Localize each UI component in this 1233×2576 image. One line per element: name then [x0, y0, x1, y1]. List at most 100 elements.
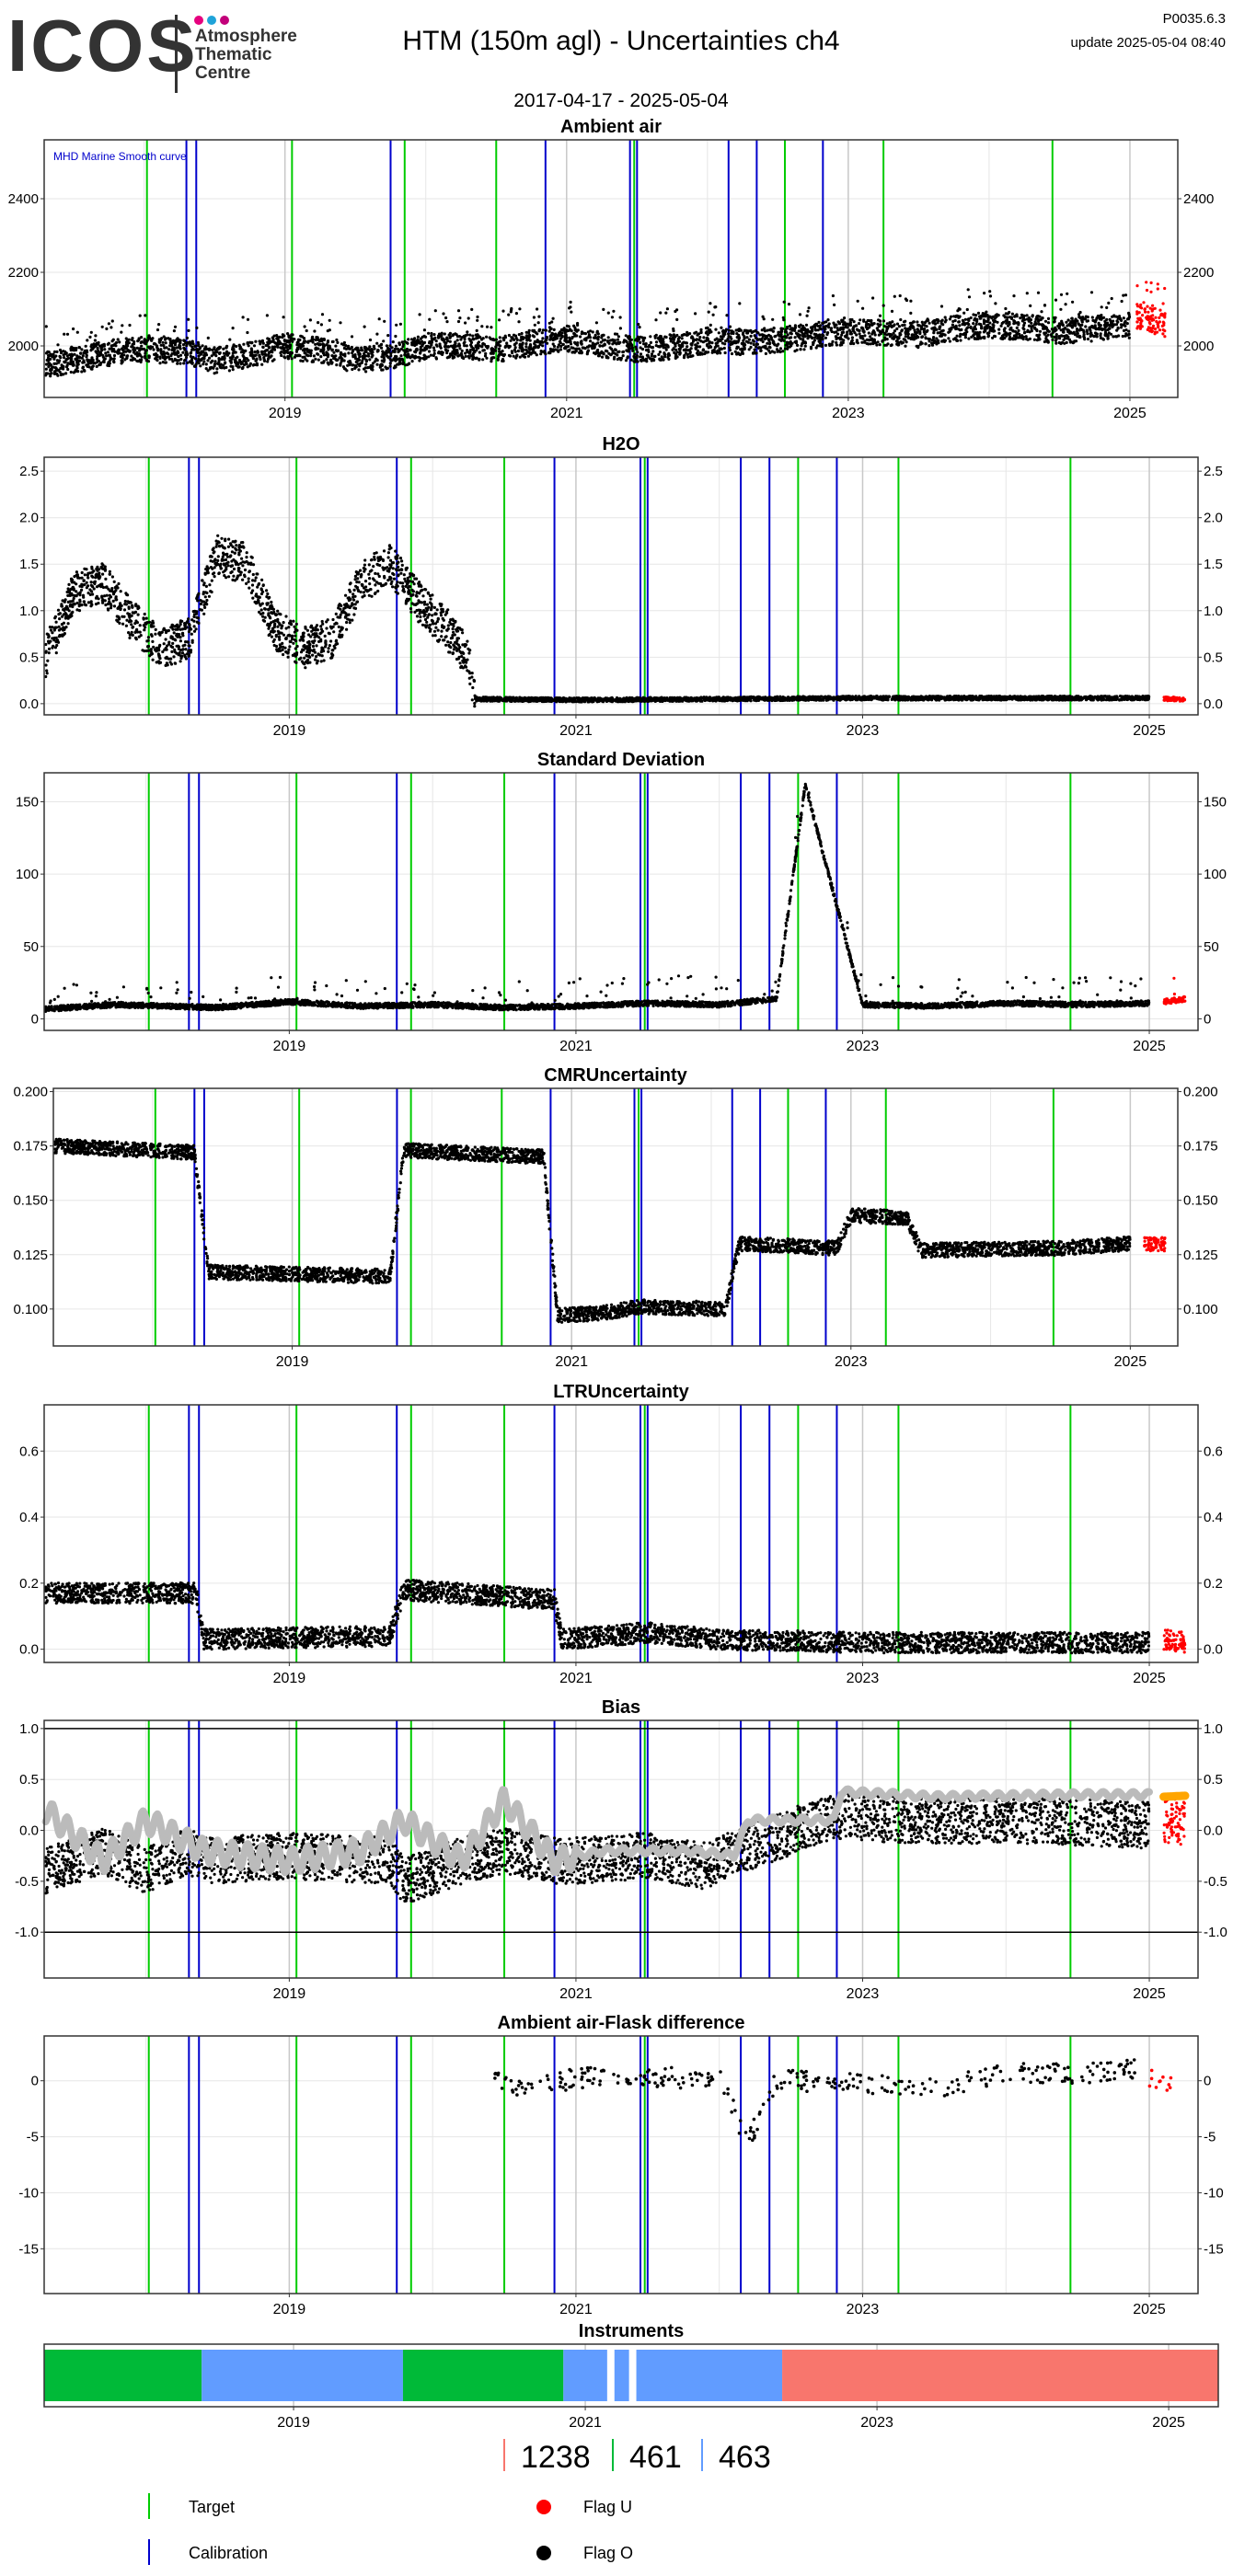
data-point [857, 322, 861, 326]
data-point [459, 338, 463, 341]
data-point [895, 327, 899, 330]
data-point [213, 346, 216, 350]
data-point [1109, 332, 1113, 336]
data-point [1029, 304, 1032, 307]
data-point [175, 359, 179, 362]
data-point [198, 351, 202, 355]
data-point [294, 350, 299, 353]
data-point [413, 354, 417, 358]
data-point [304, 357, 307, 361]
data-point [226, 545, 230, 549]
data-point [519, 339, 523, 342]
data-point [299, 347, 303, 351]
data-point [326, 355, 329, 359]
data-point [474, 337, 478, 340]
data-point [533, 345, 536, 349]
data-point [354, 360, 358, 364]
data-point [283, 356, 287, 360]
data-point [1148, 326, 1152, 330]
data-point [187, 630, 191, 634]
data-point [424, 344, 428, 349]
data-point [972, 329, 975, 333]
data-point [501, 309, 505, 313]
data-point [400, 563, 404, 568]
data-point [94, 362, 98, 365]
data-point [797, 324, 801, 328]
data-point [787, 303, 791, 306]
data-point [177, 354, 180, 359]
data-point [120, 362, 123, 365]
data-point [185, 336, 189, 339]
data-point [745, 331, 750, 335]
data-point [471, 337, 475, 340]
data-point [1054, 333, 1058, 337]
data-point [982, 320, 986, 324]
data-point [1105, 323, 1109, 327]
data-point [660, 341, 663, 345]
data-point [470, 307, 474, 311]
data-point [743, 343, 747, 347]
data-point [652, 354, 656, 358]
data-point [191, 342, 195, 346]
data-point [637, 322, 640, 327]
data-point [1100, 316, 1104, 320]
data-point [599, 340, 603, 344]
data-point [943, 316, 947, 319]
data-point [185, 351, 189, 354]
data-point [580, 330, 584, 334]
data-point [454, 340, 457, 344]
data-point [294, 622, 298, 627]
data-point [47, 351, 51, 354]
data-point [573, 351, 577, 354]
data-point [338, 356, 341, 360]
data-point [221, 355, 225, 360]
page-title: HTM (150m agl) - Uncertainties ch4 [368, 26, 874, 57]
data-point [502, 352, 507, 357]
data-point [454, 344, 457, 348]
data-point [598, 344, 602, 348]
data-point [1004, 312, 1008, 316]
data-point [1162, 321, 1166, 325]
data-point [146, 360, 151, 363]
data-point [675, 355, 679, 359]
data-point [699, 339, 703, 343]
data-point [88, 335, 92, 339]
data-point [782, 339, 786, 342]
data-point [445, 351, 449, 355]
data-point [571, 346, 575, 350]
data-point [1059, 293, 1064, 296]
data-point [1070, 316, 1074, 320]
data-point [745, 336, 749, 339]
data-point [561, 342, 565, 347]
data-point [1151, 304, 1155, 307]
data-point [541, 328, 546, 332]
data-point [228, 338, 232, 341]
data-point [271, 338, 275, 341]
data-point [321, 342, 325, 346]
data-point [326, 361, 329, 364]
data-point [195, 326, 199, 329]
data-point [814, 322, 819, 326]
data-point [976, 311, 981, 315]
data-point [1153, 306, 1157, 310]
data-point [846, 326, 849, 329]
data-point [714, 305, 718, 309]
data-point [658, 337, 662, 340]
data-point [846, 322, 849, 326]
data-point [1011, 329, 1015, 333]
data-point [882, 304, 885, 307]
data-point [252, 344, 257, 348]
data-point [300, 335, 305, 339]
data-point [56, 343, 60, 347]
data-point [348, 359, 351, 363]
data-point [675, 317, 679, 321]
data-point [635, 348, 639, 351]
data-point [532, 316, 536, 319]
data-point [806, 328, 810, 332]
data-point [140, 340, 144, 344]
data-point [909, 324, 913, 328]
data-point [854, 324, 858, 328]
data-point [696, 351, 699, 355]
data-point [962, 323, 966, 327]
data-point [309, 354, 313, 358]
